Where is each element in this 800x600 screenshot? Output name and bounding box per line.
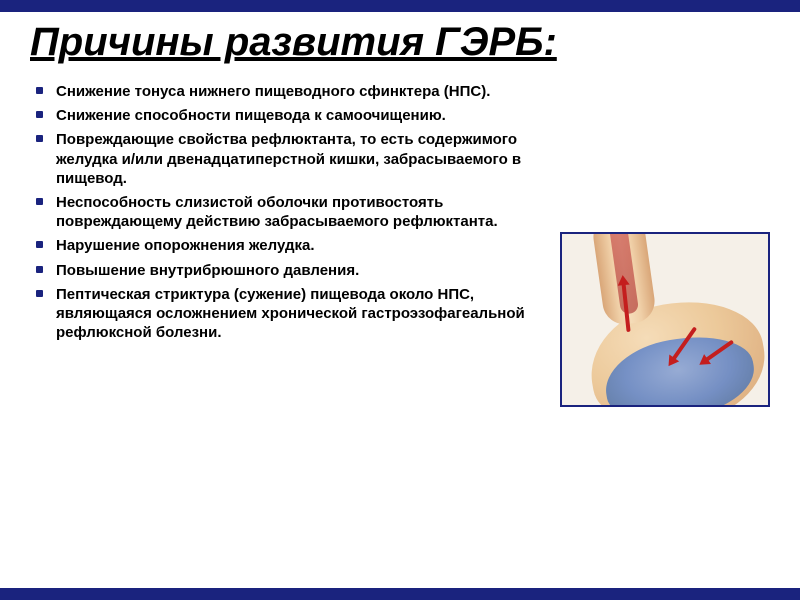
list-item: Повреждающие свойства рефлюктанта, то ес… bbox=[30, 130, 552, 188]
gerd-illustration bbox=[560, 232, 770, 407]
list-item: Пептическая стриктура (сужение) пищевода… bbox=[30, 285, 552, 343]
list-item: Снижение тонуса нижнего пищеводного сфин… bbox=[30, 82, 552, 101]
list-item: Снижение способности пищевода к самоочищ… bbox=[30, 106, 552, 125]
list-item: Повышение внутрибрюшного давления. bbox=[30, 261, 552, 280]
content-area: Снижение тонуса нижнего пищеводного сфин… bbox=[30, 82, 770, 407]
stomach-content bbox=[599, 326, 760, 407]
list-item: Нарушение опорожнения желудка. bbox=[30, 236, 552, 255]
list-item: Неспособность слизистой оболочки противо… bbox=[30, 193, 552, 231]
slide: Причины развития ГЭРБ: Снижение тонуса н… bbox=[0, 0, 800, 600]
bullet-list: Снижение тонуса нижнего пищеводного сфин… bbox=[30, 82, 560, 347]
slide-title: Причины развития ГЭРБ: bbox=[30, 20, 770, 64]
